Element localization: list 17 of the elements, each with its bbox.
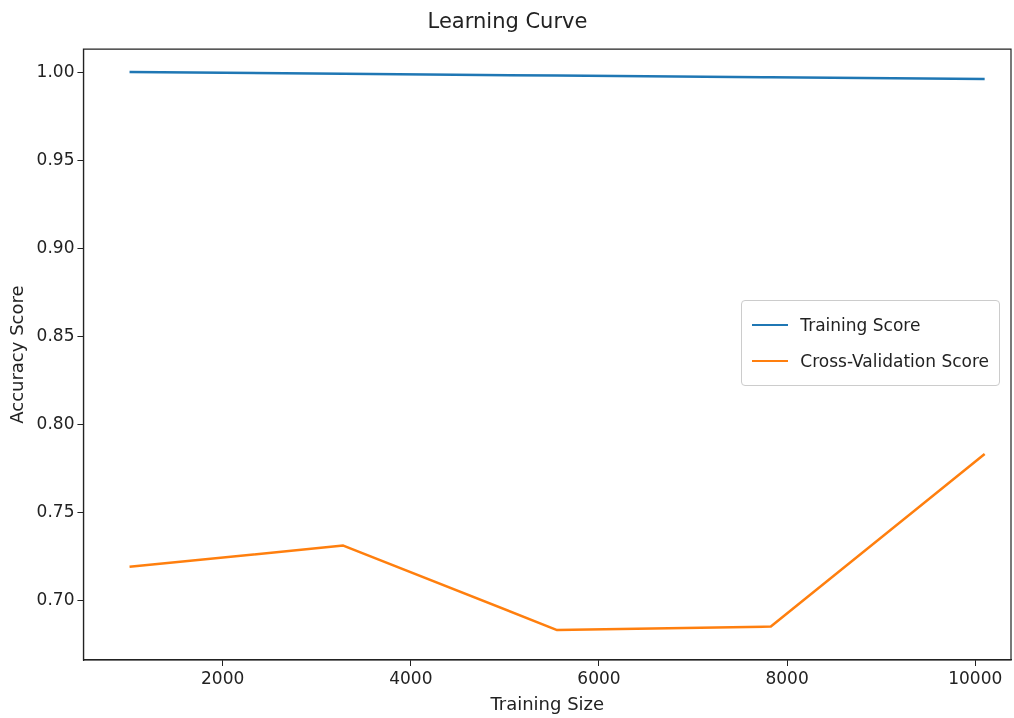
y-tick-label: 0.80 [36,412,75,433]
y-axis-title: Accuracy Score [6,285,28,424]
y-tick-label: 0.90 [36,236,75,257]
chart-title: Learning Curve [427,9,588,34]
x-tick-label: 6000 [577,667,621,688]
x-tick-label: 8000 [765,667,809,688]
x-tick-label: 10000 [948,667,1003,688]
x-tick-label: 4000 [389,667,433,688]
x-tick-label: 2000 [201,667,245,688]
y-tick-label: 0.70 [36,588,75,609]
legend-label: Training Score [800,314,921,337]
y-tick-label: 1.00 [36,60,75,81]
y-tick-label: 0.85 [36,324,75,345]
legend-label: Cross-Validation Score [800,350,989,373]
y-tick-label: 0.95 [36,148,75,169]
x-axis-title: Training Size [489,692,605,714]
y-tick-label: 0.75 [36,500,75,521]
